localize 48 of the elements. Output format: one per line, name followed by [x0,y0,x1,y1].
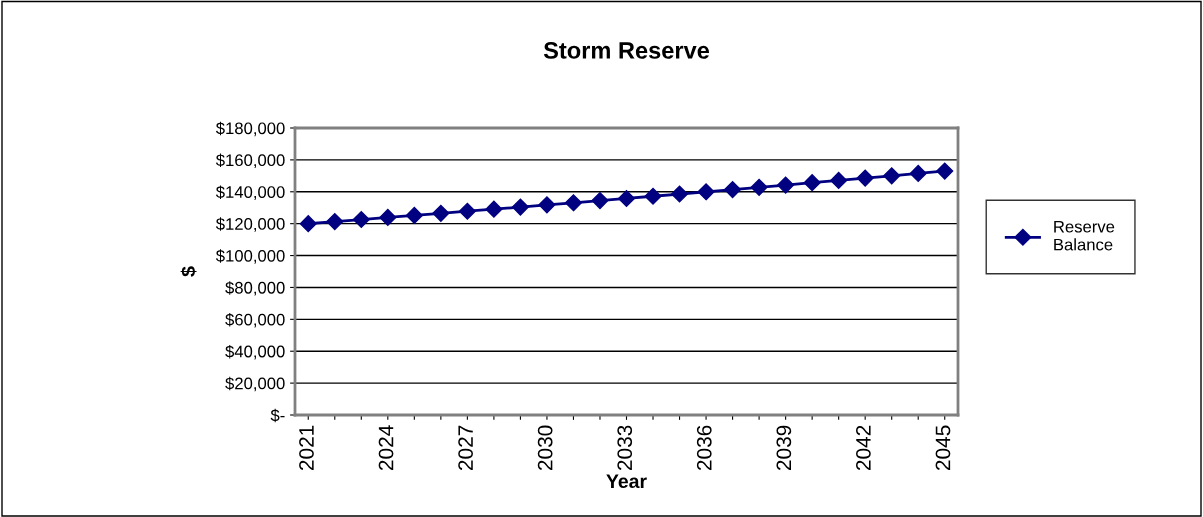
point [750,178,768,196]
point [724,180,742,199]
point [777,176,795,194]
y-tick-label: $20,000 [225,376,285,392]
point [644,187,662,205]
x-tick-label: 2021 [299,425,314,471]
y-tick-label: $60,000 [225,313,285,328]
chart-title: Storm Reserve [543,42,710,59]
point [511,198,529,216]
point [299,215,317,233]
x-tick-label: 2030 [537,425,553,471]
point [803,174,821,192]
point [936,162,954,180]
point [458,202,476,220]
point [352,210,370,229]
point [538,196,556,214]
point [564,194,583,212]
y-tick-label: $100,000 [215,249,285,264]
point [856,169,874,187]
point [909,164,927,182]
x-tick-label: 2024 [378,425,394,471]
y-tick-label: $40,000 [225,344,285,360]
point [617,189,636,208]
y-tick-label: $80,000 [225,281,285,296]
point [405,206,423,224]
point [697,183,715,201]
y-tick-label: $160,000 [215,153,285,169]
x-tick-label: 2042 [856,425,871,471]
x-tick-label: 2036 [696,425,712,471]
x-tick-label: 2027 [458,425,473,471]
point [379,208,397,227]
point [326,213,344,231]
point [432,204,450,222]
point [670,185,689,203]
point [485,200,503,218]
x-axis-title: Year [606,474,647,489]
y-axis-title: $ [180,266,197,277]
y-tick-label: $140,000 [215,185,285,200]
x-tick-label: 2039 [776,425,792,471]
point [591,191,609,210]
legend-label: Reserve Balance [1054,220,1115,251]
point [883,167,901,185]
y-tick-label: $- [270,408,285,423]
x-tick-label: 2033 [617,425,633,471]
y-tick-label: $120,000 [215,217,285,232]
x-tick-label: 2045 [935,425,951,471]
y-tick-label: $180,000 [215,121,285,137]
point [830,171,848,190]
